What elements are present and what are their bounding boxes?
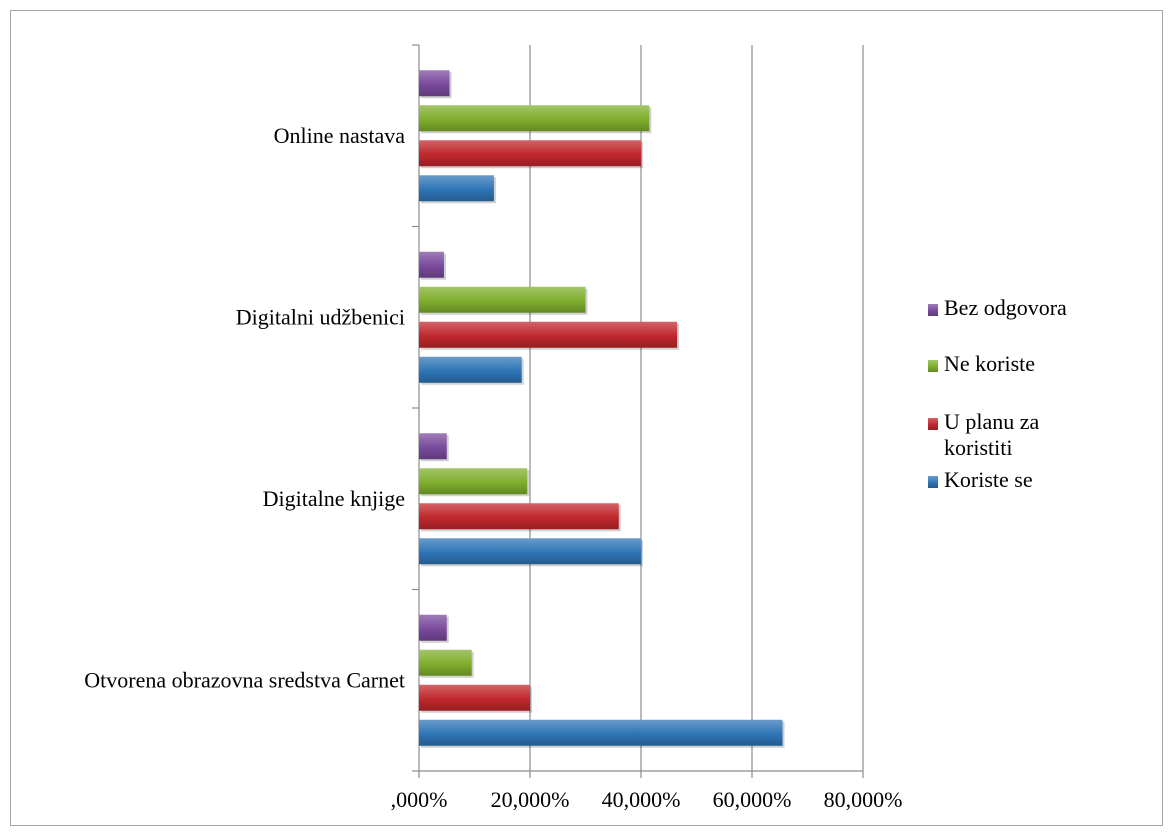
chart-frame: ,000% 20,000% 40,000% 60,000% 80,000% Otvoren… bbox=[10, 10, 1163, 826]
bar-ne-koriste-digitalni-udzbenici bbox=[419, 286, 586, 313]
category-label: Digitalni udžbenici bbox=[236, 304, 405, 329]
x-tick-label: 60,000% bbox=[713, 787, 792, 812]
bar-ne-koriste-digitalne-knjige bbox=[419, 468, 528, 495]
bars bbox=[419, 70, 785, 748]
bar-bez-odgovora-otvorena-obrazovna-sredstva-carnet bbox=[419, 614, 447, 641]
legend-swatch-ne-koriste bbox=[928, 360, 938, 372]
bar-u-planu-za-koristiti-digitalne-knjige bbox=[419, 503, 619, 530]
bar-koriste-se-digitalni-udzbenici bbox=[419, 356, 522, 383]
bar-u-planu-za-koristiti-otvorena-obrazovna-sredstva-carnet bbox=[419, 684, 530, 711]
bar-bez-odgovora-digitalni-udzbenici bbox=[419, 251, 444, 278]
bar-bez-odgovora-digitalne-knjige bbox=[419, 433, 447, 460]
category-label: Digitalne knjige bbox=[263, 486, 405, 511]
category-label: Otvorena obrazovna sredstva Carnet bbox=[84, 667, 405, 692]
bar-ne-koriste-online-nastava bbox=[419, 105, 650, 132]
bar-koriste-se-otvorena-obrazovna-sredstva-carnet bbox=[419, 719, 783, 746]
x-tick-label: 40,000% bbox=[602, 787, 681, 812]
bar-u-planu-za-koristiti-online-nastava bbox=[419, 140, 641, 167]
labels: ,000% 20,000% 40,000% 60,000% 80,000% Otvoren… bbox=[84, 123, 902, 812]
legend-label-bez-odgovora: Bez odgovora bbox=[944, 295, 1067, 320]
legend-swatch-bez-odgovora bbox=[928, 304, 938, 316]
bar-u-planu-za-koristiti-digitalni-udzbenici bbox=[419, 321, 678, 348]
legend-label-ne-koriste: Ne koriste bbox=[944, 351, 1035, 376]
bar-chart: ,000% 20,000% 40,000% 60,000% 80,000% Otvoren… bbox=[84, 44, 1067, 812]
bar-koriste-se-online-nastava bbox=[419, 175, 494, 202]
x-tick-label: 20,000% bbox=[491, 787, 570, 812]
x-tick-label: ,000% bbox=[391, 787, 448, 812]
legend-label-u-planu-za-koristiti: koristiti bbox=[944, 435, 1012, 460]
legend-label-u-planu-za-koristiti: U planu za bbox=[944, 409, 1040, 434]
bar-ne-koriste-otvorena-obrazovna-sredstva-carnet bbox=[419, 649, 472, 676]
x-tick-label: 80,000% bbox=[824, 787, 903, 812]
category-label: Online nastava bbox=[274, 123, 406, 148]
legend: Bez odgovora Ne koriste U planu zakoristit… bbox=[928, 295, 1067, 492]
bar-bez-odgovora-online-nastava bbox=[419, 70, 450, 97]
legend-swatch-u-planu-za-koristiti bbox=[928, 418, 938, 430]
legend-swatch-koriste-se bbox=[928, 476, 938, 488]
bar-koriste-se-digitalne-knjige bbox=[419, 538, 641, 565]
legend-label-koriste-se: Koriste se bbox=[944, 467, 1033, 492]
